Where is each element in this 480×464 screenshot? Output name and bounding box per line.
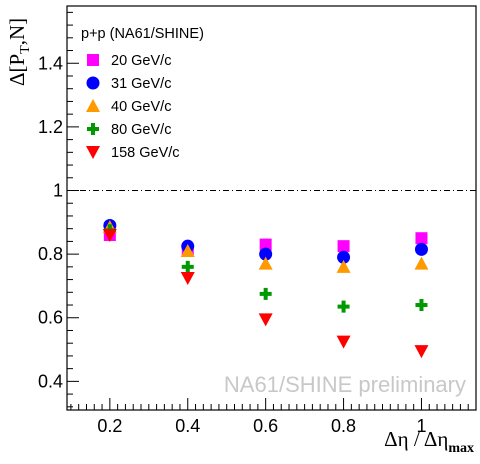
x-tick-label: 0.2 (97, 416, 122, 436)
y-tick-label: 1.2 (38, 117, 63, 137)
y-axis-title-main: Δ[P (5, 54, 29, 86)
data-point (258, 256, 273, 270)
data-point (414, 345, 429, 359)
x-tick-label: 0.6 (253, 416, 278, 436)
legend-marker (86, 99, 100, 112)
y-tick-label: 1 (53, 181, 63, 201)
watermark-text: NA61/SHINE preliminary (224, 372, 466, 397)
data-point (259, 238, 272, 251)
y-axis-ticks: 0.4 0.6 0.8 1 1.2 1.4 (38, 11, 79, 408)
y-axis-title-sub: T (18, 45, 33, 54)
x-tick-label: 0.8 (331, 416, 356, 436)
legend-label: 158 GeV/c (111, 145, 180, 161)
data-point (180, 243, 195, 257)
legend-marker (87, 123, 99, 135)
data-point (259, 287, 272, 300)
y-tick-label: 0.8 (38, 244, 63, 264)
legend-label: 40 GeV/c (111, 99, 171, 115)
plot-frame (66, 5, 477, 411)
x-tick-label: 0.4 (175, 416, 200, 436)
x-axis-title-sub: max (448, 441, 474, 456)
x-axis-title: Δη / Δηmax (384, 427, 474, 456)
data-point (259, 247, 273, 261)
legend-marker (86, 76, 100, 90)
y-tick-label: 0.4 (38, 371, 63, 391)
legend-title: p+p (NA61/SHINE) (81, 26, 204, 42)
data-point (337, 300, 350, 313)
data-point (336, 259, 351, 273)
data-point (414, 256, 429, 270)
data-point (258, 313, 273, 327)
data-point (337, 250, 351, 264)
data-point (415, 232, 428, 245)
data-markers (102, 218, 429, 359)
x-axis-ticks: 0.2 0.4 0.6 0.8 1 (70, 398, 477, 436)
legend-marker (87, 54, 99, 66)
y-axis-title-tail: ,N] (5, 18, 29, 45)
y-tick-label: 0.6 (38, 308, 63, 328)
y-axis-title: Δ[PT,N] (5, 18, 33, 86)
data-point (181, 260, 194, 273)
data-point (415, 299, 428, 312)
data-point (414, 242, 428, 256)
legend-label: 31 GeV/c (111, 76, 171, 92)
data-point (180, 271, 195, 285)
legend: p+p (NA61/SHINE) 20 GeV/c 31 GeV/c 40 GeV/… (81, 26, 204, 161)
data-point (336, 335, 351, 349)
data-point (337, 240, 350, 253)
data-point (102, 229, 117, 243)
y-tick-label: 1.4 (38, 53, 63, 73)
legend-label: 80 GeV/c (111, 122, 171, 138)
x-axis-title-main: Δη / Δη (384, 427, 448, 451)
legend-label: 20 GeV/c (111, 53, 171, 69)
legend-marker (86, 146, 100, 159)
x-tick-label: 1 (416, 416, 426, 436)
